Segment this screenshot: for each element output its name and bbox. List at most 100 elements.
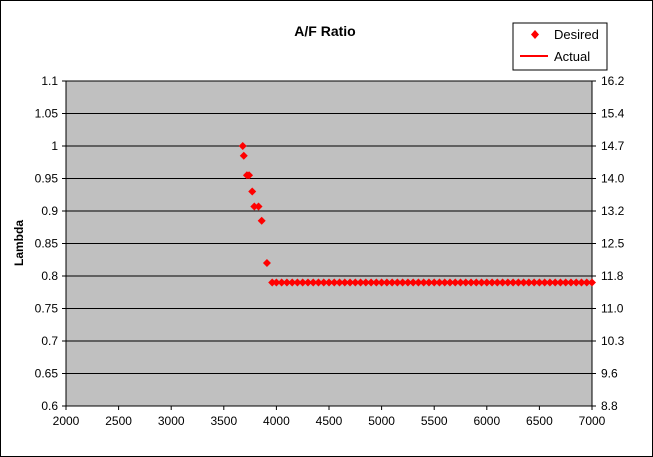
x-tick-label: 6000	[473, 414, 500, 428]
y-tick-label: 0.95	[35, 172, 59, 186]
x-tick-label: 3000	[158, 414, 185, 428]
y-axis-ticks: 0.6 0.65 0.7 0.75 0.8 0.85 0.9 0.95 1 1.05 1.1	[35, 74, 67, 413]
y-tick-label: 0.85	[35, 237, 59, 251]
desired-point	[335, 278, 344, 287]
desired-point	[254, 202, 263, 211]
desired-point	[361, 278, 370, 287]
y-tick-label: 0.65	[35, 367, 59, 381]
desired-point	[309, 278, 318, 287]
x-tick-label: 5000	[368, 414, 395, 428]
x-tick-label: 5500	[421, 414, 448, 428]
x-tick-label: 7000	[579, 414, 606, 428]
desired-point	[509, 278, 518, 287]
desired-point	[277, 278, 286, 287]
y-axis-label: Lambda	[12, 220, 26, 266]
desired-point	[319, 278, 328, 287]
desired-point	[535, 278, 544, 287]
desired-point	[282, 278, 291, 287]
desired-point	[456, 278, 465, 287]
y2-tick-label: 12.5	[601, 237, 625, 251]
secondary-y-axis-ticks: 8.8 9.6 10.3 11.0 11.8 12.5 13.2 14.0 14.7 15.4 16…	[591, 74, 625, 413]
desired-point	[498, 278, 507, 287]
y2-tick-label: 13.2	[601, 204, 625, 218]
desired-point	[346, 278, 355, 287]
desired-point	[472, 278, 481, 287]
y-tick-label: 0.7	[41, 334, 58, 348]
desired-point	[239, 151, 248, 160]
desired-point	[482, 278, 491, 287]
desired-point	[393, 278, 402, 287]
desired-point	[435, 278, 444, 287]
desired-point	[493, 278, 502, 287]
desired-point	[445, 278, 454, 287]
desired-point	[272, 278, 281, 287]
y2-tick-label: 15.4	[601, 107, 625, 121]
desired-point	[382, 278, 391, 287]
desired-point	[330, 278, 339, 287]
y-tick-label: 0.9	[41, 204, 58, 218]
x-tick-label: 6500	[526, 414, 553, 428]
desired-point	[398, 278, 407, 287]
desired-point	[314, 278, 323, 287]
x-tick-label: 4500	[316, 414, 343, 428]
desired-point	[551, 278, 560, 287]
desired-point	[238, 142, 247, 150]
desired-point	[530, 278, 539, 287]
desired-point	[403, 278, 412, 287]
desired-point	[293, 278, 302, 287]
desired-point	[572, 278, 581, 287]
desired-point	[356, 278, 365, 287]
legend-entry-desired: Desired	[554, 27, 599, 42]
legend-box	[512, 22, 608, 71]
desired-point	[540, 278, 549, 287]
desired-point	[566, 278, 575, 287]
desired-point	[325, 278, 333, 287]
desired-point	[556, 278, 565, 287]
desired-point	[451, 278, 460, 287]
desired-point	[367, 278, 376, 287]
desired-point	[303, 278, 312, 287]
y-tick-label: 0.8	[41, 269, 58, 283]
desired-point	[298, 278, 307, 287]
y-tick-label: 0.75	[35, 302, 59, 316]
desired-point	[340, 278, 349, 287]
desired-point	[545, 278, 554, 287]
desired-point	[262, 259, 271, 267]
desired-point	[430, 278, 439, 287]
desired-point	[503, 278, 512, 287]
desired-point	[561, 278, 570, 287]
legend-diamond-icon	[531, 30, 539, 39]
legend-entry-actual: Actual	[554, 49, 590, 64]
legend: Desired Actual	[512, 22, 608, 71]
y-tick-label: 1	[51, 139, 58, 153]
gridlines	[66, 80, 592, 374]
y-tick-label: 1.05	[35, 107, 59, 121]
desired-point	[245, 171, 254, 180]
desired-point	[424, 278, 433, 287]
desired-point	[519, 278, 528, 287]
desired-point	[388, 278, 397, 287]
desired-point	[351, 278, 360, 287]
desired-point	[461, 278, 470, 287]
desired-point	[268, 278, 277, 287]
desired-point	[250, 202, 259, 211]
desired-point	[288, 278, 297, 287]
desired-point	[582, 278, 591, 287]
y2-tick-label: 14.0	[601, 172, 625, 186]
desired-point	[248, 187, 257, 196]
y-tick-label: 1.1	[41, 74, 58, 88]
y2-tick-label: 10.3	[601, 334, 625, 348]
y2-tick-label: 11.8	[601, 269, 624, 283]
desired-point	[514, 278, 523, 287]
y2-tick-label: 11.0	[601, 302, 624, 316]
x-tick-label: 4000	[263, 414, 290, 428]
desired-point	[588, 278, 596, 287]
desired-point	[377, 278, 386, 287]
y-tick-label: 0.6	[41, 399, 58, 413]
desired-point	[477, 278, 486, 287]
y2-tick-label: 9.6	[601, 367, 618, 381]
y2-tick-label: 14.7	[601, 139, 625, 153]
desired-series-markers	[238, 142, 596, 287]
